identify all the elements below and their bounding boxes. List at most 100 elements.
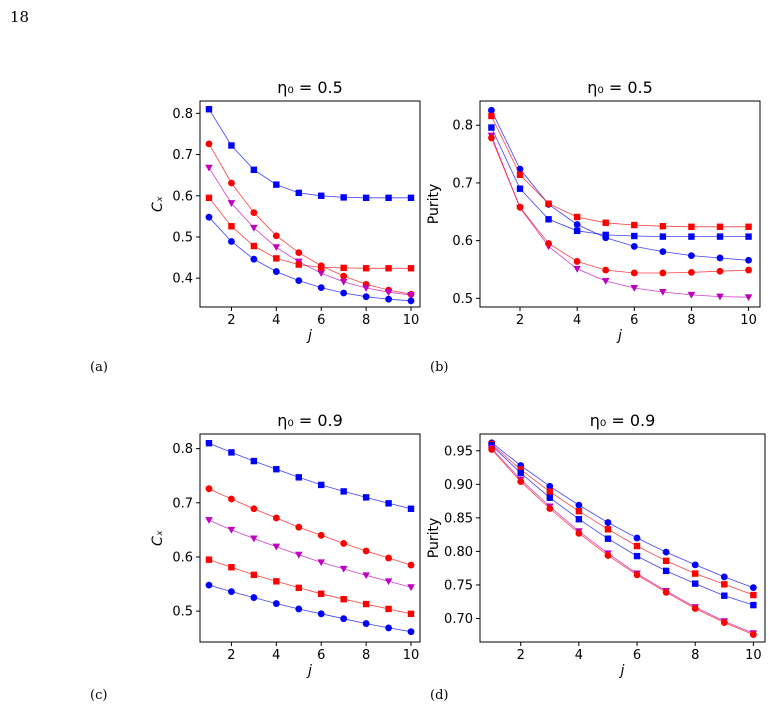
- data-point-square: [692, 580, 699, 587]
- series-line-5: [491, 449, 754, 635]
- data-point-square: [407, 194, 415, 202]
- y-tick-label: 0.70: [444, 612, 473, 627]
- data-point-square: [250, 457, 258, 465]
- data-point-circle: [272, 232, 280, 240]
- x-tick-label: 8: [362, 313, 370, 328]
- data-point-square: [205, 194, 213, 202]
- data-point-triangle: [205, 517, 213, 524]
- plot-frame: [479, 433, 766, 643]
- data-point-circle: [205, 485, 213, 493]
- data-point-square: [318, 264, 325, 271]
- data-point-circle: [604, 552, 612, 559]
- data-point-square: [295, 189, 302, 197]
- y-tick-label: 0.7: [172, 496, 193, 511]
- data-point-square: [545, 216, 552, 223]
- data-point-square: [716, 233, 724, 240]
- series-line-3: [491, 127, 749, 238]
- data-point-square: [205, 440, 213, 447]
- data-point-circle: [573, 258, 581, 265]
- data-point-square: [604, 535, 612, 542]
- data-point-circle: [340, 289, 348, 297]
- data-point-square: [602, 231, 609, 239]
- series-line-1: [208, 108, 411, 199]
- data-point-triangle: [317, 270, 326, 278]
- data-point-square: [688, 223, 695, 230]
- data-point-circle: [228, 238, 235, 245]
- x-tick-label: 10: [403, 313, 420, 328]
- x-tick-label: 4: [575, 648, 583, 663]
- data-point-circle: [573, 221, 581, 228]
- data-point-circle: [662, 588, 670, 596]
- data-point-circle: [688, 252, 695, 260]
- chart-title: η₀ = 0.9: [277, 411, 343, 430]
- data-point-circle: [228, 495, 235, 503]
- data-point-square: [721, 592, 728, 599]
- data-point-triangle: [716, 293, 724, 301]
- data-point-circle: [362, 620, 370, 627]
- data-point-square: [716, 223, 724, 230]
- data-point-circle: [295, 249, 303, 257]
- data-point-square: [362, 600, 370, 608]
- page-number: 18: [10, 8, 30, 26]
- y-tick-label: 0.6: [172, 189, 193, 204]
- x-tick-label: 10: [740, 313, 757, 328]
- data-point-triangle: [362, 285, 370, 292]
- data-point-circle: [295, 605, 303, 613]
- series-line-3: [491, 445, 754, 606]
- data-point-square: [273, 255, 280, 262]
- y-tick-label: 0.7: [452, 176, 473, 191]
- data-point-square: [407, 265, 415, 272]
- caption-c: (c): [90, 688, 108, 703]
- data-point-square: [750, 591, 757, 599]
- data-point-square: [573, 227, 581, 235]
- data-point-square: [662, 557, 670, 565]
- x-tick-label: 2: [227, 313, 235, 328]
- data-point-circle: [272, 600, 280, 607]
- data-point-circle: [205, 213, 213, 221]
- data-point-triangle: [601, 278, 610, 285]
- data-point-circle: [545, 240, 552, 247]
- caption-d: (d): [430, 688, 449, 703]
- data-point-circle: [691, 605, 699, 612]
- data-point-square: [488, 112, 495, 120]
- data-point-square: [662, 567, 670, 575]
- x-tick-label: 8: [687, 313, 695, 328]
- data-point-square: [545, 200, 552, 207]
- data-point-circle: [659, 248, 667, 256]
- data-point-circle: [250, 255, 258, 263]
- data-point-square: [273, 181, 280, 188]
- x-tick-label: 2: [227, 648, 235, 663]
- x-tick-label: 8: [362, 648, 370, 663]
- data-point-circle: [407, 561, 415, 569]
- series-line-2: [491, 115, 749, 228]
- data-point-circle: [546, 482, 554, 490]
- data-point-circle: [340, 540, 348, 547]
- data-point-square: [362, 194, 370, 202]
- data-point-circle: [745, 256, 752, 264]
- y-tick-label: 0.4: [172, 272, 193, 287]
- data-point-circle: [720, 619, 728, 626]
- data-point-triangle: [250, 224, 258, 232]
- data-point-triangle: [272, 543, 281, 551]
- y-tick-label: 0.85: [444, 511, 473, 526]
- data-point-circle: [604, 519, 612, 526]
- data-point-circle: [340, 615, 348, 623]
- data-point-triangle: [250, 535, 258, 543]
- data-point-circle: [407, 297, 415, 305]
- series-line-5: [208, 584, 412, 633]
- data-point-circle: [749, 584, 757, 592]
- x-tick-label: 2: [516, 313, 524, 328]
- series-line-5: [208, 216, 412, 302]
- y-tick-label: 0.90: [444, 478, 473, 493]
- y-axis-label: Purity: [426, 518, 442, 559]
- x-tick-label: 6: [317, 313, 325, 328]
- data-point-circle: [488, 106, 495, 114]
- data-point-triangle: [407, 292, 415, 299]
- data-point-square: [692, 570, 699, 577]
- data-point-square: [575, 516, 583, 523]
- data-point-square: [488, 124, 495, 131]
- plot-frame: [199, 433, 421, 643]
- x-tick-label: 6: [633, 648, 641, 663]
- x-axis-label: j: [619, 663, 625, 679]
- data-point-triangle: [317, 559, 326, 567]
